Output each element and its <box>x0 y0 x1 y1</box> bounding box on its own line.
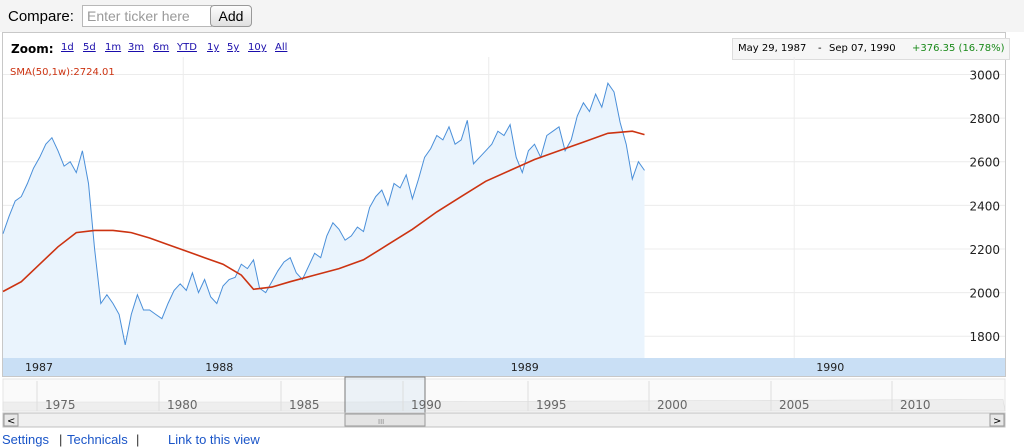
navigator[interactable] <box>2 378 1006 412</box>
compare-bar: Compare: Add <box>0 0 1024 32</box>
technicals-link[interactable]: Technicals <box>67 432 128 447</box>
navigator-year-label: 2010 <box>900 398 931 412</box>
zoom-label: Zoom: <box>11 42 54 56</box>
compare-label: Compare: <box>8 8 74 25</box>
zoom-1d[interactable]: 1d <box>61 42 74 53</box>
zoom-10y[interactable]: 10y <box>248 42 267 53</box>
zoom-3m[interactable]: 3m <box>128 42 145 53</box>
zoom-6m[interactable]: 6m <box>153 42 170 53</box>
compare-ticker-input[interactable] <box>82 5 212 27</box>
zoom-all[interactable]: All <box>275 42 288 53</box>
range-separator: - <box>818 43 822 54</box>
settings-link[interactable]: Settings <box>2 432 49 447</box>
navigator-selection[interactable] <box>344 376 426 428</box>
footer-separator: | <box>136 432 140 447</box>
navigator-year-label: 2000 <box>657 398 688 412</box>
navigator-year-label: 1980 <box>167 398 198 412</box>
zoom-5y[interactable]: 5y <box>227 42 240 53</box>
navigator-year-label: 1995 <box>536 398 567 412</box>
scroll-left-icon: < <box>7 416 15 427</box>
zoom-ytd[interactable]: YTD <box>177 42 197 53</box>
scroll-right-button[interactable] <box>989 413 1005 427</box>
link-to-view[interactable]: Link to this view <box>168 432 260 447</box>
scroll-thumb[interactable] <box>344 413 426 427</box>
range-change: +376.35 (16.78%) <box>912 43 1005 54</box>
add-button[interactable]: Add <box>210 5 252 27</box>
footer-separator: | <box>59 432 63 447</box>
zoom-1m[interactable]: 1m <box>105 42 122 53</box>
zoom-1y[interactable]: 1y <box>207 42 220 53</box>
scroll-left-button[interactable] <box>3 413 19 427</box>
range-end: Sep 07, 1990 <box>829 43 896 54</box>
scroll-right-icon: > <box>993 416 1001 427</box>
zoom-5d[interactable]: 5d <box>83 42 96 53</box>
navigator-year-label: 1985 <box>289 398 320 412</box>
navigator-year-label: 1975 <box>45 398 76 412</box>
navigator-year-label: 2005 <box>779 398 810 412</box>
chart-panel: Zoom: 1d 5d 1m 3m 6m YTD 1y 5y 10y All M… <box>2 32 1010 377</box>
navigator-scrollbar[interactable] <box>2 412 1006 428</box>
date-range-display: May 29, 1987 - Sep 07, 1990 +376.35 (16.… <box>732 38 1010 60</box>
range-start: May 29, 1987 <box>738 43 807 54</box>
scroll-grip-icon: III <box>378 418 384 426</box>
navigator-year-label: 1990 <box>411 398 442 412</box>
